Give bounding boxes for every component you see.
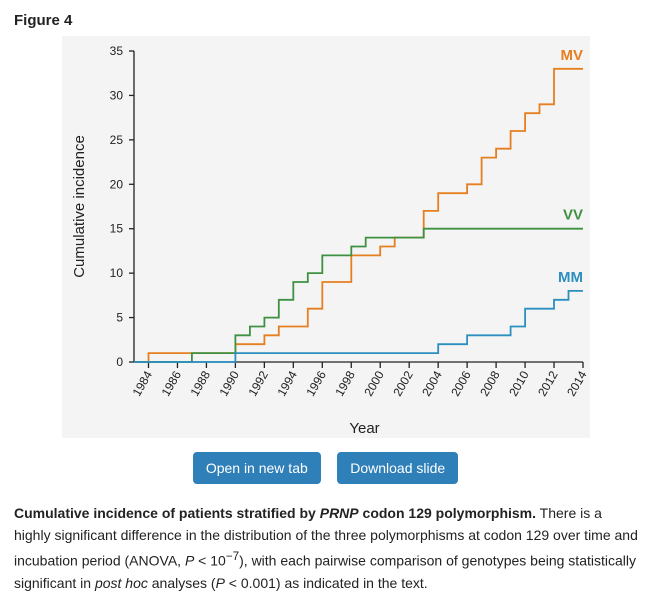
y-tick-label: 35 — [110, 44, 124, 58]
caption-text-2: < 10 — [194, 552, 226, 569]
x-tick-label: 1992 — [245, 368, 271, 398]
x-tick-label: 2004 — [419, 368, 445, 398]
action-buttons: Open in new tab Download slide — [0, 452, 651, 484]
series-label-mv: MV — [561, 47, 584, 64]
x-tick-label: 1998 — [332, 368, 358, 398]
y-axis-label: Cumulative incidence — [71, 135, 88, 278]
y-tick-label: 5 — [116, 311, 123, 325]
y-tick-label: 20 — [110, 177, 124, 191]
caption-text-1: There is a highly significant difference… — [14, 505, 638, 569]
y-tick-label: 25 — [110, 133, 124, 147]
caption-title: Cumulative incidence of patients stratif… — [14, 505, 536, 521]
caption-post-hoc: post hoc — [94, 574, 148, 591]
figure-caption: Cumulative incidence of patients stratif… — [14, 502, 638, 594]
x-tick-label: 2000 — [361, 368, 387, 398]
download-slide-button[interactable]: Download slide — [337, 452, 459, 484]
open-in-new-tab-button[interactable]: Open in new tab — [192, 452, 321, 484]
y-tick-label: 0 — [116, 355, 123, 369]
series-line-mv — [134, 67, 583, 363]
x-tick-label: 2012 — [535, 368, 561, 398]
x-tick-label: 2010 — [506, 368, 532, 398]
y-tick-label: 30 — [110, 88, 124, 102]
x-tick-label: 1996 — [303, 368, 329, 398]
caption-p-2: P — [215, 574, 225, 591]
x-tick-label: 1988 — [188, 368, 214, 398]
caption-title-post: codon 129 polymorphism. — [358, 505, 537, 521]
x-tick-label: 1984 — [130, 368, 156, 398]
x-tick-label: 2002 — [390, 368, 416, 398]
caption-text-5: < 0.001) as indicated in the text. — [224, 574, 428, 591]
x-axis-label: Year — [349, 420, 379, 437]
caption-p-1: P — [184, 552, 195, 569]
x-tick-label: 1994 — [274, 368, 300, 398]
caption-text-4: analyses ( — [147, 574, 216, 591]
x-tick-label: 2006 — [448, 368, 474, 398]
caption-text-3: ), with each pairwise comparison of geno… — [14, 552, 636, 591]
y-tick-label: 15 — [110, 222, 124, 236]
figure-label: Figure 4 — [14, 12, 73, 29]
chart-panel: 0 5 10 15 20 25 30 35 1984 1986 1988 1990 1992 1994 19… — [62, 36, 590, 438]
series-label-mm: MM — [558, 269, 583, 286]
x-tick-label: 2008 — [477, 368, 503, 398]
y-tick-label: 10 — [110, 266, 124, 280]
caption-exponent: −7 — [225, 550, 240, 563]
series-label-vv: VV — [563, 207, 583, 224]
caption-gene: PRNP — [319, 505, 359, 521]
x-tick-label: 2014 — [564, 368, 590, 398]
caption-title-pre: Cumulative incidence of patients stratif… — [14, 505, 320, 521]
series-line-vv — [134, 227, 583, 363]
x-tick-label: 1986 — [159, 368, 185, 398]
series-line-mm — [134, 290, 583, 363]
x-tick-label: 1990 — [217, 368, 243, 398]
